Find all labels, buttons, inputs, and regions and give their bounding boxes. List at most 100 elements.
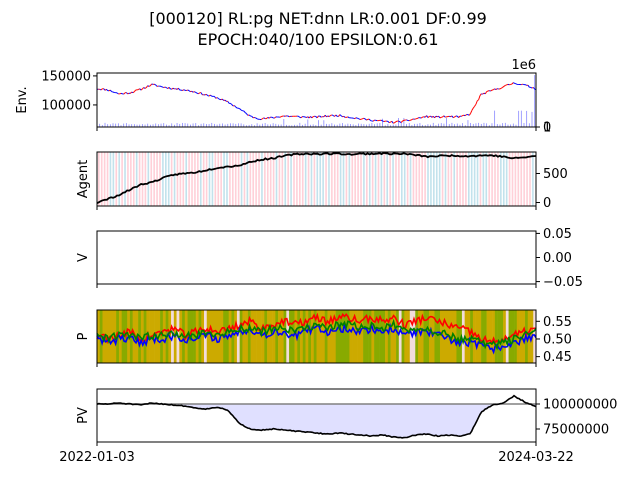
agent-panel-action-band-91 — [363, 152, 365, 206]
env-panel-price-segment-177 — [331, 114, 334, 116]
env-panel-volume-bar-140 — [283, 119, 285, 127]
agent-panel-action-band-139 — [502, 152, 505, 206]
agent-panel-action-band-52 — [249, 152, 252, 206]
agent-panel-action-band-71 — [304, 152, 307, 206]
p-panel-action-band-55 — [247, 310, 251, 363]
v-panel-ytick-label-0: −0.05 — [543, 275, 583, 290]
p-panel-action-band-83 — [324, 310, 328, 363]
env-panel-price-segment-292 — [484, 91, 488, 95]
env-panel-price-segment-254 — [434, 115, 437, 119]
env-panel-price-segment-282 — [471, 107, 474, 111]
env-panel-volume-bar-312 — [512, 123, 514, 127]
env-panel-volume-bar-134 — [275, 123, 277, 127]
agent-panel-action-band-84 — [342, 152, 345, 206]
env-panel-price-segment-23 — [125, 92, 129, 95]
agent-panel-action-band-24 — [167, 152, 170, 206]
agent-panel-action-band-100 — [389, 152, 391, 206]
env-panel-price-segment-62 — [177, 87, 181, 91]
env-panel-volume-bar-196 — [358, 123, 359, 127]
env-panel-price-segment-173 — [326, 115, 329, 118]
p-panel-action-band-57 — [253, 310, 257, 363]
env-panel-price-segment-205 — [368, 118, 371, 121]
p-panel-action-band-122 — [431, 310, 435, 363]
env-panel-price-segment-229 — [400, 120, 403, 123]
p-panel-action-band-54 — [245, 310, 249, 363]
p-panel-action-band-94 — [354, 310, 358, 363]
env-panel-volume-bar-242 — [419, 123, 421, 127]
env-panel-price-segment-244 — [420, 116, 423, 119]
env-panel-volume-bar-244 — [422, 124, 423, 127]
env-panel-volume-bar-184 — [342, 123, 343, 127]
agent-panel-action-band-61 — [275, 152, 278, 206]
env-panel-price-segment-91 — [216, 97, 219, 99]
pv-panel-drawdown-fill — [97, 404, 536, 438]
env-panel-price-segment-99 — [227, 101, 230, 104]
p-panel-action-band-124 — [437, 310, 441, 363]
env-panel-price-segment-111 — [243, 110, 246, 113]
env-panel-price-segment-197 — [358, 118, 361, 120]
env-panel-volume-bar-130 — [270, 124, 271, 127]
agent-panel-action-band-77 — [322, 152, 324, 206]
agent-panel-action-band-56 — [261, 152, 263, 206]
env-panel-volume-bar-172 — [326, 123, 327, 127]
p-panel-ylabel: P — [76, 332, 91, 340]
agent-panel-action-band-12 — [132, 152, 135, 206]
agent-panel-action-band-83 — [339, 152, 342, 206]
agent-panel-action-band-98 — [383, 152, 386, 206]
env-panel-volume-bar-260 — [443, 123, 445, 127]
agent-panel-action-band-48 — [237, 152, 240, 206]
p-panel-action-band-123 — [434, 310, 438, 363]
env-panel-price-segment-290 — [482, 92, 485, 95]
env-panel-volume-bar-234 — [408, 123, 410, 127]
agent-panel-action-band-45 — [229, 152, 231, 206]
env-panel-price-segment-258 — [439, 116, 442, 119]
agent-panel-action-band-107 — [409, 152, 412, 206]
agent-panel-action-band-81 — [333, 152, 336, 206]
agent-panel-action-band-18 — [150, 152, 153, 206]
env-panel-price-segment-126 — [263, 117, 266, 120]
env-panel-price-segment-112 — [244, 112, 247, 114]
env-panel-volume-bar-152 — [299, 122, 301, 127]
env-panel-volume-bar-238 — [414, 123, 415, 127]
env-panel-volume-bar-188 — [347, 123, 349, 127]
env-panel-price-segment-287 — [478, 95, 481, 100]
env-panel-volume-bar-264 — [448, 124, 450, 127]
env-panel-volume-bar-136 — [278, 124, 279, 127]
p-panel-action-band-84 — [327, 310, 331, 363]
p-panel-action-band-53 — [242, 310, 246, 363]
env-panel-volume-bar-280 — [470, 122, 472, 127]
env-panel-price-segment-124 — [260, 118, 263, 120]
agent-panel-action-band-68 — [296, 152, 298, 206]
p-panel-action-band-101 — [374, 310, 378, 363]
agent-panel-action-band-128 — [470, 152, 473, 206]
p-panel-action-band-88 — [338, 310, 342, 363]
env-panel-volume-bar-26 — [131, 124, 133, 127]
env-panel-price-segment-308 — [506, 83, 509, 86]
p-panel-action-band-117 — [418, 310, 422, 363]
p-panel-action-band-23 — [160, 310, 164, 363]
p-panel-action-band-82 — [321, 310, 326, 363]
agent-panel-action-band-11 — [130, 152, 132, 206]
p-panel-action-band-38 — [201, 310, 205, 363]
p-panel-action-band-51 — [236, 310, 240, 363]
env-panel-price-segment-60 — [175, 88, 178, 90]
env-panel-price-segment-186 — [343, 116, 346, 118]
agent-panel-action-band-43 — [223, 152, 225, 206]
agent-panel-action-band-120 — [447, 152, 450, 206]
env-panel-volume-bar-270 — [456, 123, 458, 127]
env-panel-price-segment-225 — [395, 120, 398, 123]
env-panel-volume-bar-290 — [483, 122, 485, 127]
env-panel-price-segment-108 — [239, 108, 242, 111]
agent-panel-action-band-58 — [266, 152, 269, 206]
agent-panel-action-band-55 — [258, 152, 260, 206]
p-panel-action-band-109 — [396, 310, 400, 363]
env-panel-price-segment-286 — [476, 99, 479, 102]
env-panel-volume-bar-324 — [528, 123, 530, 127]
env-panel-volume-bar-210 — [376, 123, 378, 127]
env-panel-price-segment-162 — [311, 116, 314, 119]
env-panel-volume-bar-42 — [152, 124, 154, 127]
p-panel-action-band-52 — [239, 310, 243, 363]
env-panel-price-segment-27 — [131, 91, 134, 94]
env-panel-price-segment-307 — [505, 84, 507, 86]
env-panel-y2-ytick-label-1: 1 — [543, 120, 551, 135]
